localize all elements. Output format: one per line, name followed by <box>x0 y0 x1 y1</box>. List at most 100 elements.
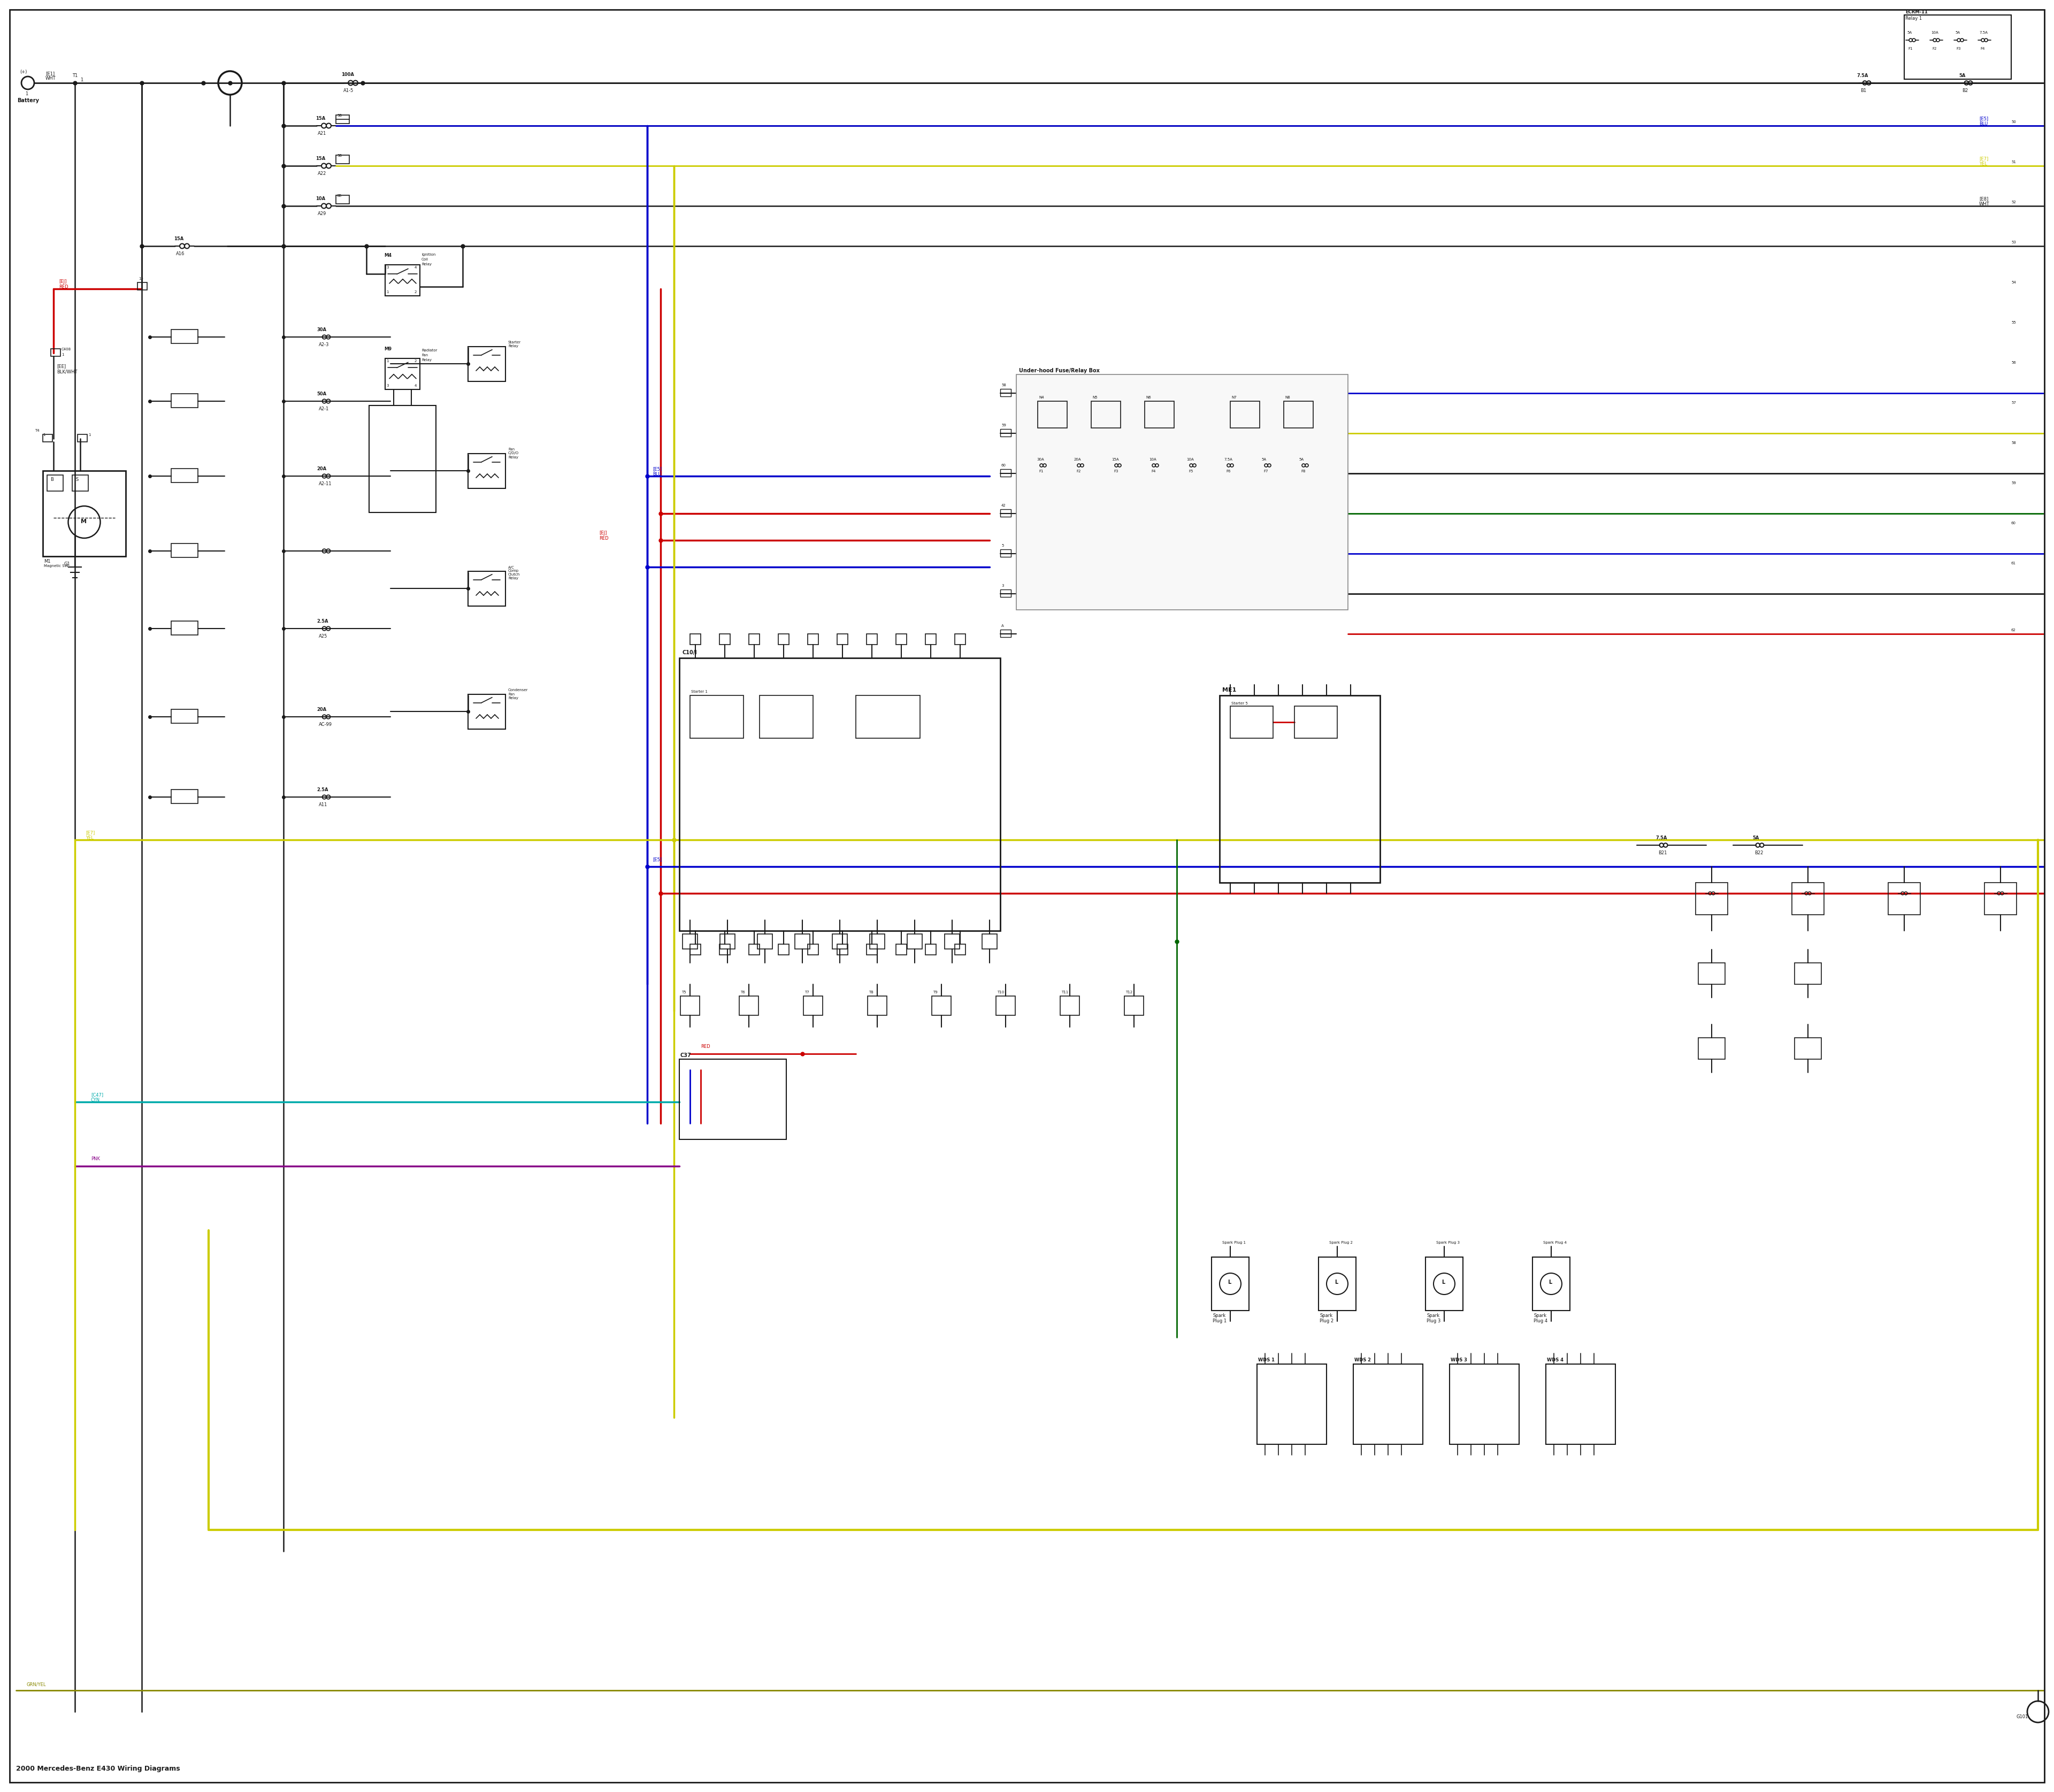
Bar <box>926 634 937 645</box>
Bar <box>690 944 700 955</box>
Bar <box>47 475 64 491</box>
Bar <box>1284 401 1313 428</box>
Bar <box>337 115 349 124</box>
Text: F3: F3 <box>1113 470 1117 473</box>
Text: G1: G1 <box>64 561 70 566</box>
Text: 5A: 5A <box>1955 30 1960 34</box>
Bar <box>807 634 817 645</box>
Bar <box>1037 401 1068 428</box>
Bar <box>933 996 951 1016</box>
Text: C10/I: C10/I <box>682 650 696 656</box>
Bar <box>996 996 1015 1016</box>
Text: M: M <box>80 520 86 525</box>
Text: 1: 1 <box>80 77 82 82</box>
Text: 3: 3 <box>386 383 388 387</box>
Bar <box>908 934 922 950</box>
Bar <box>1220 695 1380 883</box>
Text: B: B <box>49 477 53 482</box>
Bar <box>51 349 60 357</box>
Bar <box>955 944 965 955</box>
Bar <box>1532 1256 1569 1310</box>
Text: T7: T7 <box>805 991 809 995</box>
Text: Fan
C/D/O
Relay: Fan C/D/O Relay <box>507 448 520 459</box>
Bar <box>807 944 817 955</box>
Text: F6: F6 <box>1226 470 1230 473</box>
Text: 1: 1 <box>88 434 90 437</box>
Text: 1: 1 <box>62 353 64 357</box>
Text: Starter 1: Starter 1 <box>690 690 707 694</box>
Bar <box>1230 401 1259 428</box>
Text: T4: T4 <box>35 428 39 432</box>
Text: Spark Plug 4: Spark Plug 4 <box>1543 1242 1567 1244</box>
Bar <box>680 996 700 1016</box>
Bar <box>750 944 760 955</box>
Text: T1: T1 <box>72 73 78 79</box>
Text: T6: T6 <box>739 991 746 995</box>
Text: 3: 3 <box>1002 584 1004 588</box>
Text: ECRM-11: ECRM-11 <box>1906 9 1929 14</box>
Bar <box>795 934 809 950</box>
Bar <box>1795 962 1822 984</box>
Bar <box>1257 1364 1327 1444</box>
Bar <box>1697 883 1727 914</box>
Text: 2.5A: 2.5A <box>316 618 329 624</box>
Bar <box>78 434 86 443</box>
Bar <box>721 934 735 950</box>
Bar <box>468 694 505 729</box>
Bar <box>739 996 758 1016</box>
Text: M4: M4 <box>384 253 392 258</box>
Text: 5A: 5A <box>1960 73 1966 79</box>
Text: 15A: 15A <box>316 156 325 161</box>
Text: 58: 58 <box>1002 383 1006 387</box>
Text: A21: A21 <box>318 131 327 136</box>
Text: 60: 60 <box>2011 521 2017 525</box>
Text: N4: N4 <box>1039 396 1043 400</box>
Bar <box>386 265 419 296</box>
Bar <box>945 934 959 950</box>
Bar <box>1091 401 1121 428</box>
Text: PNK: PNK <box>90 1156 101 1161</box>
Text: 1: 1 <box>43 434 45 437</box>
Text: 20A: 20A <box>316 466 327 471</box>
Text: N8: N8 <box>1286 396 1290 400</box>
Bar <box>682 934 698 950</box>
Text: A2-11: A2-11 <box>318 482 333 486</box>
Text: RED: RED <box>600 536 608 541</box>
Bar <box>1888 883 1920 914</box>
Bar <box>1904 14 2011 79</box>
Text: F4: F4 <box>1150 470 1156 473</box>
Text: A25: A25 <box>318 634 327 638</box>
Text: Spark
Plug 4: Spark Plug 4 <box>1534 1314 1547 1324</box>
Bar <box>1000 550 1011 557</box>
Bar <box>1060 996 1080 1016</box>
Text: WHT: WHT <box>45 75 55 81</box>
Bar <box>138 283 148 290</box>
Text: T9: T9 <box>933 991 937 995</box>
Text: BLU: BLU <box>1980 122 1988 125</box>
Text: RED: RED <box>60 285 68 289</box>
Bar <box>896 634 906 645</box>
Text: 1: 1 <box>386 360 388 362</box>
Text: B1: B1 <box>1861 88 1867 93</box>
Text: Spark Plug 1: Spark Plug 1 <box>1222 1242 1247 1244</box>
Text: 5B: 5B <box>337 154 341 158</box>
Text: F3: F3 <box>1955 47 1962 50</box>
Bar <box>1124 996 1144 1016</box>
Bar <box>170 622 197 634</box>
Text: [E8]: [E8] <box>1980 197 1988 201</box>
Text: WDS 1: WDS 1 <box>1257 1358 1276 1362</box>
Text: 1: 1 <box>25 91 29 97</box>
Bar <box>869 934 885 950</box>
Text: T5: T5 <box>682 991 686 995</box>
Text: 42: 42 <box>1002 504 1006 507</box>
Text: 7.5A: 7.5A <box>1656 835 1668 840</box>
Bar <box>1699 1038 1725 1059</box>
Text: 7.5A: 7.5A <box>1980 30 1988 34</box>
Bar <box>926 944 937 955</box>
Bar <box>955 634 965 645</box>
Text: 5A: 5A <box>1298 459 1304 461</box>
Text: 5A: 5A <box>1906 30 1912 34</box>
Text: A22: A22 <box>318 172 327 176</box>
Text: M9: M9 <box>384 346 392 351</box>
Bar <box>1984 883 2017 914</box>
